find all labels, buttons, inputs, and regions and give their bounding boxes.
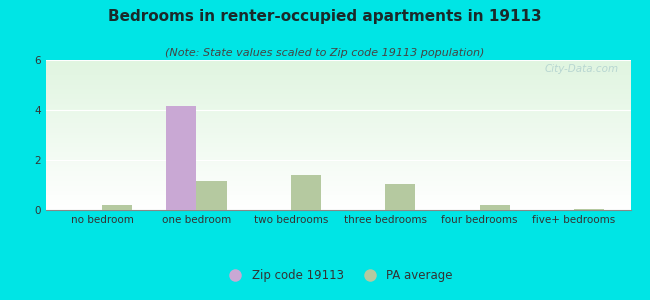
- Bar: [196, 181, 227, 210]
- Legend: Zip code 19113, PA average: Zip code 19113, PA average: [218, 264, 458, 286]
- Bar: [480, 205, 510, 210]
- Text: City-Data.com: City-Data.com: [545, 64, 619, 74]
- Bar: [385, 184, 415, 210]
- Text: (Note: State values scaled to Zip code 19113 population): (Note: State values scaled to Zip code 1…: [165, 48, 485, 58]
- Bar: [102, 205, 133, 210]
- Text: Bedrooms in renter-occupied apartments in 19113: Bedrooms in renter-occupied apartments i…: [108, 9, 542, 24]
- Bar: [166, 106, 196, 210]
- Bar: [574, 208, 604, 210]
- Bar: [291, 175, 321, 210]
